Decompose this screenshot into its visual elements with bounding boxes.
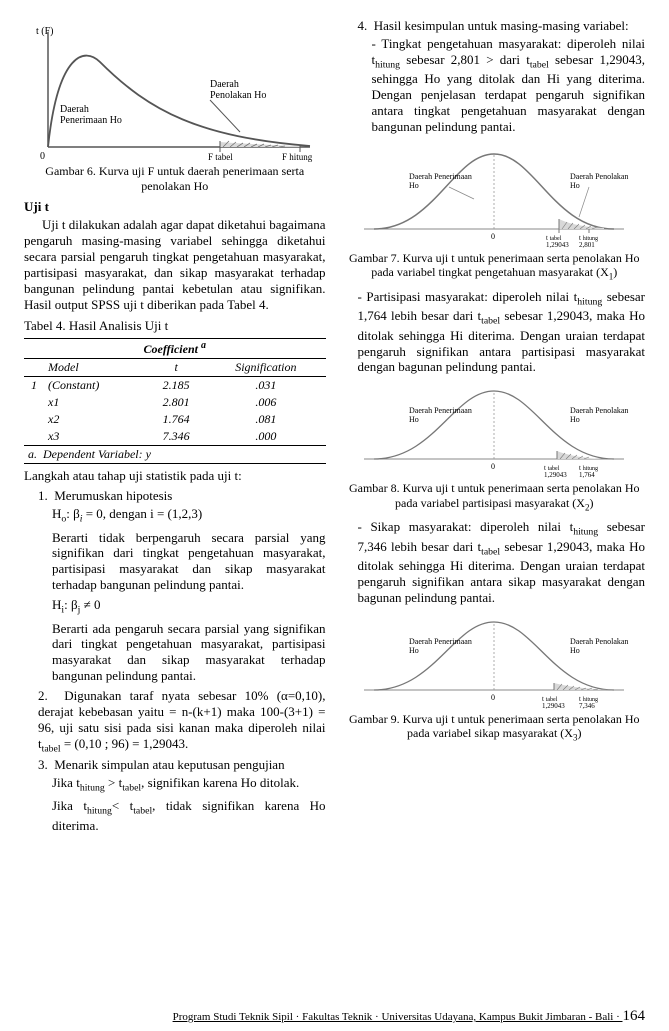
fig7-reject: Daerah PenolakanHo [570,172,628,190]
figure-8: Daerah PenerimaanHo Daerah PenolakanHo 0… [344,379,646,479]
t-curve-7: Daerah PenerimaanHo Daerah PenolakanHo 0… [354,139,634,249]
fig9-reject: Daerah PenolakanHo [570,637,628,655]
step4-b: - Partisipasi masyarakat: diperoleh nila… [358,289,646,376]
step-1: 1. Merumuskan hipotesis [38,488,326,504]
uji-t-paragraph: Uji t dilakukan adalah agar dapat diketa… [24,217,326,312]
table-row: x37.346.000 [24,428,326,446]
col-sig: Signification [206,359,325,377]
f-origin: 0 [40,151,45,162]
step4-c: - Sikap masyarakat: diperoleh nilai thit… [358,519,646,606]
step-2: 2. Digunakan taraf nyata sebesar 10% (α=… [38,688,326,755]
fig7-accept: Daerah PenerimaanHo [409,172,472,190]
f-reject-label: Daerah Penolakan Ho [210,79,266,101]
fig8-ttabel-v: 1,29043 [544,471,567,479]
coef-label: Coefficient [144,342,201,356]
table-row: x21.764.081 [24,411,326,428]
table-footnote: a. Dependent Variabel: y [24,446,326,464]
t-curve-9: Daerah PenerimaanHo Daerah PenolakanHo 0… [354,610,634,710]
step-3: 3. Menarik simpulan atau keputusan pengu… [38,757,326,773]
figure-8-caption: Gambar 8. Kurva uji t untuk penerimaan s… [344,481,646,513]
fig8-reject: Daerah PenolakanHo [570,406,628,424]
table-4: Coefficient a Model t Signification 1(Co… [24,338,326,464]
fig8-accept: Daerah PenerimaanHo [409,406,472,424]
fig7-ttabel-v: 1,29043 [546,241,569,249]
coef-sup: a [201,340,206,351]
table-4-title: Tabel 4. Hasil Analisis Uji t [24,318,326,334]
f-ftabel-val: 2.14 [213,161,229,162]
fig8-zero: 0 [491,462,495,471]
figure-9: Daerah PenerimaanHo Daerah PenolakanHo 0… [344,610,646,710]
fig7-zero: 0 [491,232,495,241]
uji-t-heading: Uji t [24,199,326,215]
step1-hi: Hi: βj ≠ 0 [52,597,326,616]
step4-a: - Tingkat pengetahuan masyarakat: dipero… [372,36,646,135]
figure-6-caption: Gambar 6. Kurva uji F untuk daerah pener… [24,164,326,193]
figure-6: t (F) 0 Dae [24,22,326,162]
t-curve-8: Daerah PenerimaanHo Daerah PenolakanHo 0… [354,379,634,479]
left-column: t (F) 0 Dae [24,18,326,1031]
table-row: 1(Constant)2.185.031 [24,377,326,395]
f-curve-svg: t (F) 0 Dae [30,22,320,162]
right-column: 4. Hasil kesimpulan untuk masing-masing … [344,18,646,1031]
step1-ho: Ho: βi = 0, dengan i = (1,2,3) [52,506,326,525]
fig9-accept: Daerah PenerimaanHo [409,637,472,655]
fig9-zero: 0 [491,693,495,702]
f-accept-label: Daerah Penerimaan Ho [60,104,122,126]
f-ylabel: t (F) [36,26,54,37]
f-curve [48,56,310,147]
page-footer: Program Studi Teknik Sipil · Fakultas Te… [173,1008,645,1025]
figure-7: Daerah PenerimaanHo Daerah PenolakanHo 0… [344,139,646,249]
fig9-ttabel-v: 1,29043 [542,702,565,710]
figure-9-caption: Gambar 9. Kurva uji t untuk penerimaan s… [344,712,646,744]
figure-7-caption: Gambar 7. Kurva uji t untuk penerimaan s… [344,251,646,283]
step1-p2: Berarti ada pengaruh secara parsial yang… [52,621,326,684]
step3-a: Jika thitung > ttabel, signifikan karena… [52,775,326,794]
f-fhitung-val: 33.525 [282,161,307,162]
step3-b: Jika thitung< ttabel, tidak signifikan k… [52,798,326,833]
step1-p1: Berarti tidak berpengaruh secara parsial… [52,530,326,593]
fig9-thitung-v: 7,346 [579,702,595,710]
col-t: t [146,359,206,377]
fig7-thitung-v: 2,801 [579,241,595,249]
table-row: x12.801.006 [24,394,326,411]
col-model: Model [44,359,146,377]
fig8-thitung-v: 1,764 [579,471,595,479]
step-4: 4. Hasil kesimpulan untuk masing-masing … [358,18,646,34]
steps-intro: Langkah atau tahap uji statistik pada uj… [24,468,326,484]
